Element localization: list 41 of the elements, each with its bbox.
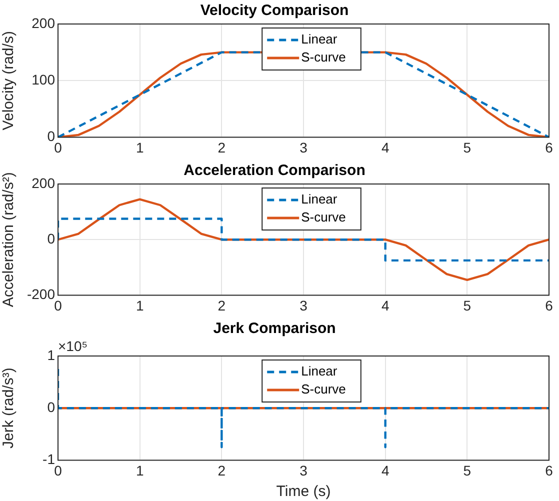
- x-axis-title: Time (s): [276, 483, 331, 500]
- x-tick-label: 2: [218, 297, 226, 314]
- y-axis-title: Acceleration (rad/s²): [0, 172, 18, 308]
- x-tick-label: 2: [218, 462, 226, 478]
- x-tick-label: 4: [381, 139, 390, 156]
- legend-label: S-curve: [301, 50, 346, 65]
- text: ×10⁵: [58, 338, 88, 354]
- y-axis-title: Velocity (rad/s): [0, 30, 18, 130]
- y-tick-label: 0: [47, 128, 56, 144]
- x-tick-label: 5: [463, 297, 472, 314]
- x-tick-label: 3: [300, 462, 308, 478]
- x-tick-label: 1: [136, 462, 144, 478]
- legend-label: S-curve: [301, 210, 346, 225]
- y-tick-label: -1: [42, 451, 56, 468]
- y-tick-label: 200: [32, 174, 56, 191]
- y-tick-label: 1: [47, 346, 56, 363]
- x-tick-label: 6: [545, 462, 554, 478]
- x-tick-label: 4: [381, 462, 390, 478]
- legend-label: Linear: [301, 32, 338, 47]
- x-tick-label: 2: [218, 139, 226, 156]
- chart-title: Velocity Comparison: [200, 2, 349, 20]
- x-tick-label: 1: [136, 297, 144, 314]
- legend-label: Linear: [301, 364, 338, 379]
- y-tick-label: -200: [26, 286, 56, 302]
- chart-title: Jerk Comparison: [213, 320, 336, 338]
- y-tick-label: 200: [32, 14, 56, 31]
- y-axis-title: Jerk (rad/s³): [0, 368, 18, 449]
- legend-label: Linear: [301, 192, 338, 207]
- y-tick-label: 0: [47, 230, 56, 246]
- x-tick-label: 4: [381, 297, 390, 314]
- legend-label: S-curve: [301, 382, 346, 397]
- x-tick-label: 3: [300, 139, 308, 156]
- y-tick-label: 0: [47, 398, 56, 415]
- y-tick-label: 100: [32, 71, 56, 88]
- x-tick-label: 6: [545, 297, 554, 314]
- chart-title: Acceleration Comparison: [184, 162, 366, 180]
- x-tick-label: 5: [463, 139, 472, 156]
- x-tick-label: 6: [545, 139, 554, 156]
- x-tick-label: 1: [136, 139, 144, 156]
- x-tick-label: 5: [463, 462, 472, 478]
- x-tick-label: 3: [300, 297, 308, 314]
